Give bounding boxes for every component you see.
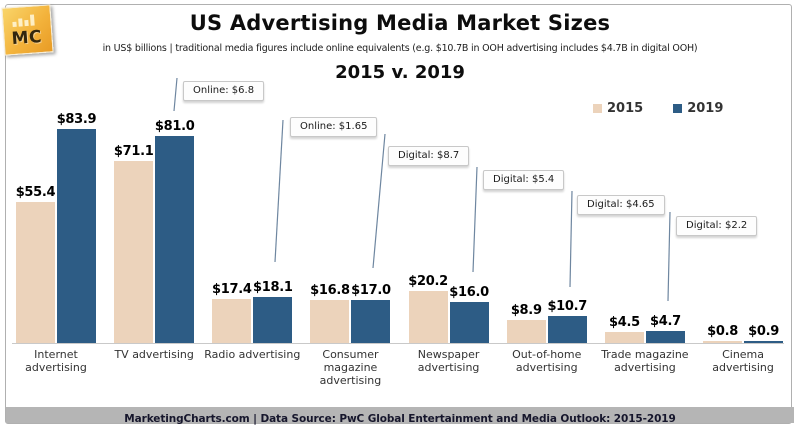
value-label-2019-trade-magazine-advertising: $4.7 xyxy=(649,314,681,329)
callout-line-digital-5-4 xyxy=(472,166,478,273)
legend-swatch-2019 xyxy=(673,104,683,113)
bar-2015-out-of-home-advertising xyxy=(506,320,546,343)
bar-2019-out-of-home-advertising xyxy=(547,315,587,343)
callout-line-digital-8-7 xyxy=(372,133,386,269)
annotation-online-1-65: Online: $1.65 xyxy=(290,117,378,137)
chart-title: US Advertising Media Market Sizes xyxy=(189,11,611,35)
value-label-2015-trade-magazine-advertising: $4.5 xyxy=(608,314,640,330)
bar-2019-tv-advertising xyxy=(155,136,195,343)
value-label-2019-out-of-home-advertising: $10.7 xyxy=(547,298,588,314)
value-label-2019-tv-advertising: $81.0 xyxy=(154,119,195,135)
comparison-heading: 2015 v. 2019 xyxy=(335,62,465,83)
value-label-2015-newspaper-advertising: $20.2 xyxy=(408,274,448,290)
category-label-trade-magazine-advertising: Trade magazine advertising xyxy=(601,348,689,374)
bar-2015-radio-advertising xyxy=(212,298,252,343)
footer-bar: MarketingCharts.com | Data Source: PwC G… xyxy=(6,407,794,425)
annotation-digital-5-4: Digital: $5.4 xyxy=(483,170,565,190)
bar-2015-cinema-advertising xyxy=(703,340,743,343)
legend-label-2019: 2019 xyxy=(687,101,724,116)
legend-swatch-2015 xyxy=(593,104,602,113)
value-label-2019-consumer-magazine-advertising: $17.0 xyxy=(351,282,391,298)
annotation-online-6-8: Online: $6.8 xyxy=(183,81,265,101)
legend-label-2015: 2015 xyxy=(607,101,644,116)
bar-2015-newspaper-advertising xyxy=(408,291,448,343)
bar-2019-newspaper-advertising xyxy=(449,302,489,343)
logo-mini-bars-icon xyxy=(12,14,35,28)
value-label-2015-tv-advertising: $71.1 xyxy=(113,144,154,160)
value-label-2019-internet-advertising: $83.9 xyxy=(56,111,97,127)
value-label-2019-radio-advertising: $18.1 xyxy=(252,279,293,295)
category-label-radio-advertising: Radio advertising xyxy=(204,348,301,361)
annotation-digital-8-7: Digital: $8.7 xyxy=(388,146,470,166)
value-label-2015-out-of-home-advertising: $8.9 xyxy=(510,303,542,319)
bar-2019-trade-magazine-advertising xyxy=(645,331,685,343)
legend-item-2015: 2015 xyxy=(593,101,643,116)
value-label-2015-consumer-magazine-advertising: $16.8 xyxy=(310,283,350,299)
value-label-2019-cinema-advertising: $0.9 xyxy=(748,323,779,339)
callout-line-digital-4-65 xyxy=(569,190,573,288)
callout-line-online-1-65 xyxy=(274,119,284,263)
category-label-consumer-magazine-advertising: Consumer magazine advertising xyxy=(319,348,382,387)
bar-2019-consumer-magazine-advertising xyxy=(351,299,391,343)
annotation-digital-4-65: Digital: $4.65 xyxy=(577,195,665,215)
footer-text: MarketingCharts.com | Data Source: PwC G… xyxy=(124,413,676,425)
category-label-out-of-home-advertising: Out-of-home advertising xyxy=(512,348,582,374)
value-label-2019-newspaper-advertising: $16.0 xyxy=(449,285,489,301)
bar-2019-radio-advertising xyxy=(253,296,293,343)
category-label-cinema-advertising: Cinema advertising xyxy=(712,348,774,374)
category-label-internet-advertising: Internet advertising xyxy=(25,348,87,374)
category-label-newspaper-advertising: Newspaper advertising xyxy=(417,348,480,374)
chart-subtitle: in US$ billions | traditional media figu… xyxy=(102,43,698,54)
x-axis-line xyxy=(12,343,784,344)
bar-2015-consumer-magazine-advertising xyxy=(310,300,350,343)
value-label-2015-internet-advertising: $55.4 xyxy=(15,184,56,200)
annotation-digital-2-2: Digital: $2.2 xyxy=(676,216,758,236)
bar-2019-internet-advertising xyxy=(57,128,96,343)
logo-text: MC xyxy=(10,27,43,50)
marketingcharts-logo: MC xyxy=(1,4,54,56)
category-label-tv-advertising: TV advertising xyxy=(114,348,194,361)
bar-2019-cinema-advertising xyxy=(744,340,784,343)
value-label-2015-cinema-advertising: $0.8 xyxy=(707,323,738,339)
legend-item-2019: 2019 xyxy=(673,101,723,116)
bar-2015-internet-advertising xyxy=(16,201,55,343)
bar-2015-trade-magazine-advertising xyxy=(604,331,644,343)
callout-line-digital-2-2 xyxy=(667,211,671,302)
value-label-2015-radio-advertising: $17.4 xyxy=(211,281,252,297)
bar-2015-tv-advertising xyxy=(114,161,154,343)
legend: 2015 2019 xyxy=(593,101,723,116)
